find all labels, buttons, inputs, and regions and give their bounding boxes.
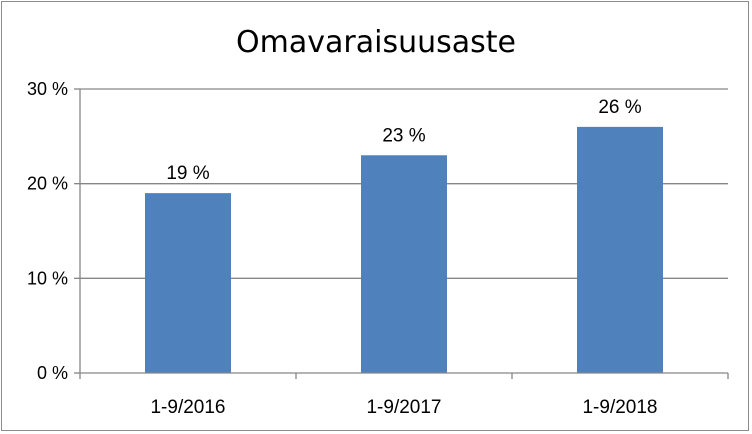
category-labels: 1-9/2016 1-9/2017 1-9/2018 <box>150 397 657 418</box>
bar <box>577 126 663 373</box>
x-tick-label: 1-9/2017 <box>366 397 441 418</box>
chart-title: Omavaraisuusaste <box>236 25 516 60</box>
bar <box>361 155 447 373</box>
x-tick-label: 1-9/2016 <box>150 397 225 418</box>
y-tick-label: 20 % <box>27 174 68 194</box>
bar <box>145 193 231 373</box>
y-tick-label: 10 % <box>27 268 68 288</box>
bars <box>145 126 663 373</box>
axes <box>79 89 729 379</box>
x-tick-label: 1-9/2018 <box>582 397 657 418</box>
y-tick-label: 30 % <box>27 79 68 99</box>
y-tick-label: 0 % <box>37 363 68 383</box>
data-label: 23 % <box>382 125 425 146</box>
y-axis-ticks: 0 % 10 % 20 % 30 % <box>27 79 80 383</box>
data-labels: 19 % 23 % 26 % <box>166 97 641 184</box>
data-label: 26 % <box>598 97 641 118</box>
data-label: 19 % <box>166 163 209 184</box>
